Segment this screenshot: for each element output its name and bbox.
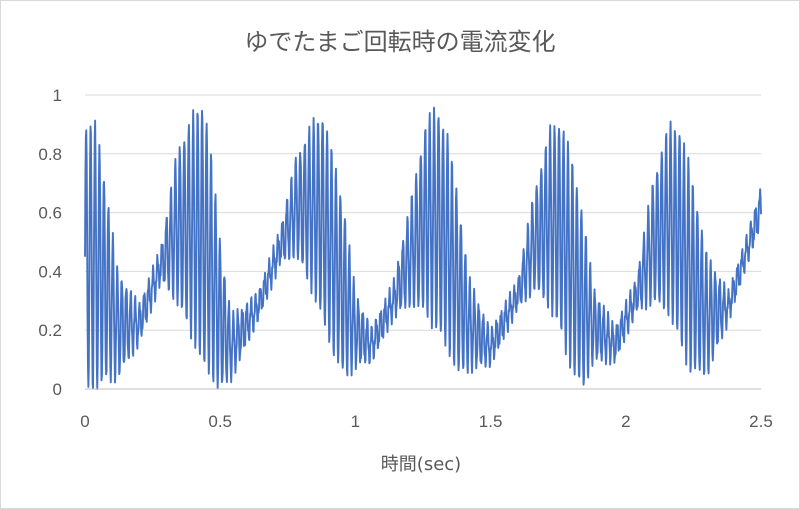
- y-tick-label: 0: [53, 380, 62, 399]
- y-tick-label: 0.4: [38, 262, 62, 281]
- y-tick-label: 0.6: [38, 204, 62, 223]
- y-tick-label: 0.8: [38, 145, 62, 164]
- x-tick-label: 0.5: [208, 412, 232, 431]
- y-tick-label: 1: [53, 86, 62, 105]
- x-tick-label: 1: [351, 412, 360, 431]
- chart-title: ゆでたまご回転時の電流変化: [244, 28, 556, 56]
- series-line-0: [84, 106, 762, 390]
- y-tick-labels: 0 0.2 0.4 0.6 0.8 1: [38, 86, 62, 399]
- x-tick-label: 2: [621, 412, 630, 431]
- x-axis-label: 時間(sec): [380, 454, 462, 475]
- x-tick-label: 1.5: [479, 412, 503, 431]
- series-group: [84, 106, 762, 390]
- x-tick-label: 0: [80, 412, 89, 431]
- x-tick-label: 2.5: [749, 412, 773, 431]
- x-tick-labels: 0 0.5 1 1.5 2 2.5: [80, 412, 773, 431]
- y-tick-label: 0.2: [38, 321, 62, 340]
